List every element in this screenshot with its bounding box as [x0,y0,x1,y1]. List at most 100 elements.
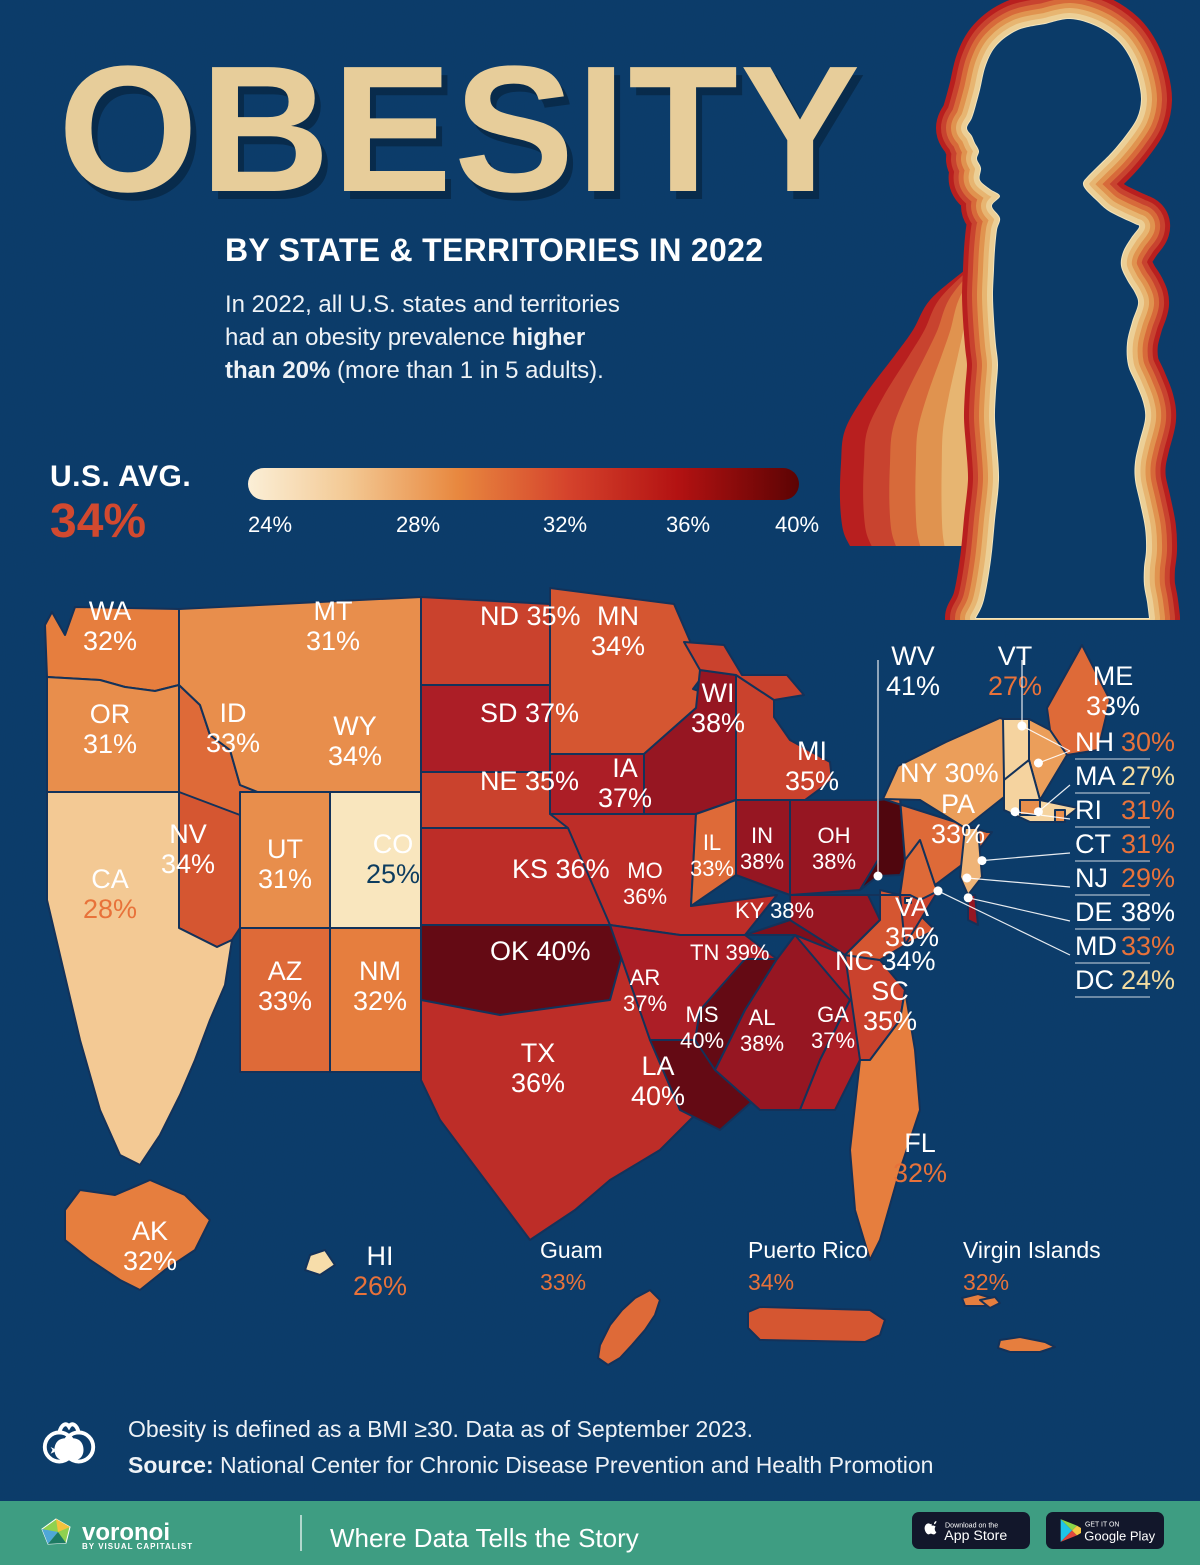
svg-text:27%: 27% [1121,761,1175,791]
svg-text:33%: 33% [540,1269,586,1295]
svg-text:WA: WA [89,596,132,626]
svg-text:33%: 33% [258,986,312,1016]
svg-text:33%: 33% [690,856,734,881]
svg-text:33%: 33% [931,819,985,849]
svg-text:WI: WI [702,678,735,708]
svg-text:ID: ID [220,698,247,728]
svg-text:GET IT ON: GET IT ON [1085,1521,1119,1528]
svg-text:AL: AL [749,1005,776,1030]
svg-text:33%: 33% [1121,931,1175,961]
svg-text:LA: LA [641,1051,674,1081]
svg-text:NJ: NJ [1075,863,1108,893]
svg-text:IA: IA [612,753,638,783]
svg-text:SC: SC [871,976,909,1006]
svg-text:37%: 37% [623,991,667,1016]
svg-text:NM: NM [359,956,401,986]
svg-text:37%: 37% [598,783,652,813]
svg-text:MN: MN [597,601,639,631]
svg-text:NY 30%: NY 30% [900,758,999,788]
svg-text:MD: MD [1075,931,1117,961]
svg-text:NV: NV [169,819,207,849]
svg-text:AK: AK [132,1216,168,1246]
svg-text:KY 38%: KY 38% [735,898,814,923]
svg-text:34%: 34% [748,1269,794,1295]
svg-text:32%: 32% [963,1269,1009,1295]
svg-text:32%: 32% [893,1158,947,1188]
svg-text:HI: HI [367,1241,394,1271]
svg-text:MO: MO [627,858,662,883]
svg-text:TN 39%: TN 39% [690,940,770,965]
svg-text:41%: 41% [886,671,940,701]
svg-text:VT: VT [998,641,1033,671]
svg-text:Virgin Islands: Virgin Islands [963,1237,1101,1263]
svg-text:UT: UT [267,834,303,864]
svg-text:24%: 24% [1121,965,1175,995]
svg-text:BY VISUAL CAPITALIST: BY VISUAL CAPITALIST [82,1542,193,1549]
svg-text:33%: 33% [206,728,260,758]
svg-text:26%: 26% [353,1271,407,1301]
svg-text:ME: ME [1093,661,1134,691]
svg-text:App Store: App Store [944,1528,1007,1544]
svg-text:27%: 27% [988,671,1042,701]
svg-text:AZ: AZ [268,956,303,986]
svg-text:MT: MT [314,596,353,626]
svg-text:31%: 31% [258,864,312,894]
svg-text:SD 37%: SD 37% [480,698,579,728]
svg-text:38%: 38% [691,708,745,738]
svg-text:IL: IL [703,830,721,855]
svg-text:31%: 31% [306,626,360,656]
svg-text:Google Play: Google Play [1084,1528,1155,1543]
svg-text:CT: CT [1075,829,1111,859]
svg-text:OH: OH [818,823,851,848]
svg-text:Puerto Rico: Puerto Rico [748,1237,868,1263]
svg-text:38%: 38% [740,849,784,874]
svg-text:36%: 36% [511,1068,565,1098]
svg-text:RI: RI [1075,795,1102,825]
svg-text:29%: 29% [1121,863,1175,893]
svg-text:32%: 32% [123,1246,177,1276]
svg-text:30%: 30% [1121,727,1175,757]
svg-text:28%: 28% [83,894,137,924]
svg-text:TX: TX [521,1038,556,1068]
svg-text:GA: GA [817,1002,849,1027]
svg-text:32%: 32% [83,626,137,656]
svg-text:CA: CA [91,864,129,894]
svg-text:FL: FL [904,1128,936,1158]
svg-text:NE 35%: NE 35% [480,766,579,796]
svg-text:33%: 33% [1086,691,1140,721]
svg-text:VA: VA [895,892,929,922]
svg-text:31%: 31% [1121,795,1175,825]
svg-text:31%: 31% [1121,829,1175,859]
svg-text:OK 40%: OK 40% [490,936,591,966]
svg-text:25%: 25% [366,859,420,889]
svg-text:WV: WV [891,641,935,671]
svg-text:KS 36%: KS 36% [512,854,610,884]
svg-text:34%: 34% [161,849,215,879]
svg-text:OR: OR [90,699,131,729]
svg-text:WY: WY [333,711,377,741]
svg-text:PA: PA [941,789,975,819]
svg-text:40%: 40% [631,1081,685,1111]
svg-text:DC: DC [1075,965,1114,995]
svg-text:IN: IN [751,823,773,848]
svg-text:Guam: Guam [540,1237,603,1263]
svg-text:35%: 35% [785,766,839,796]
svg-text:AR: AR [630,965,661,990]
svg-text:31%: 31% [83,729,137,759]
svg-text:MI: MI [797,736,827,766]
svg-text:36%: 36% [623,884,667,909]
svg-text:MS: MS [686,1002,719,1027]
svg-text:CO: CO [373,829,414,859]
svg-text:34%: 34% [328,741,382,771]
svg-text:NH: NH [1075,727,1114,757]
svg-text:38%: 38% [1121,897,1175,927]
svg-text:ND 35%: ND 35% [480,601,581,631]
svg-text:38%: 38% [740,1031,784,1056]
svg-text:NC 34%: NC 34% [835,946,936,976]
svg-text:40%: 40% [680,1028,724,1053]
svg-text:DE: DE [1075,897,1113,927]
svg-text:37%: 37% [811,1028,855,1053]
svg-text:34%: 34% [591,631,645,661]
svg-text:MA: MA [1075,761,1116,791]
svg-text:35%: 35% [863,1006,917,1036]
